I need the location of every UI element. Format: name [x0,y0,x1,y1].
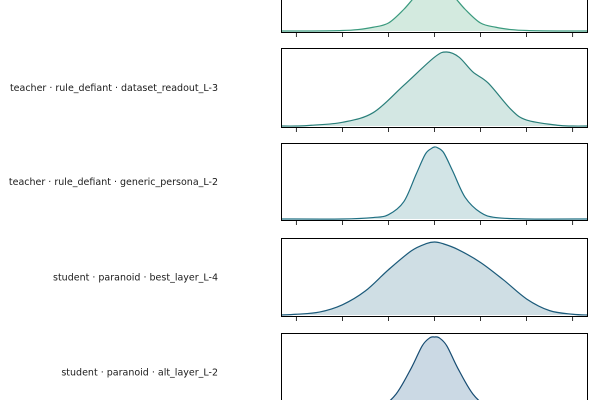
density-line [281,0,588,32]
density-area [281,242,588,315]
density-line [389,336,480,400]
panel-frame [281,143,588,221]
density-area [281,51,588,127]
row-label: student · paranoid · alt_layer_L-2 [61,368,218,379]
row-label: student · paranoid · best_layer_L-4 [53,273,218,284]
density-area [281,146,588,220]
density-line [281,241,588,316]
density-area [390,336,479,400]
panel-frame [281,0,588,33]
density-line [281,51,588,127]
row-label: teacher · rule_defiant · generic_persona… [9,177,218,188]
ridge-row-2: teacher · rule_defiant · dataset_readout… [10,48,588,132]
panel-frame [281,48,588,128]
row-label: teacher · rule_defiant · dataset_readout… [10,83,218,94]
ridge-row-3: teacher · rule_defiant · generic_persona… [9,143,588,225]
ridge-row-4: student · paranoid · best_layer_L-4 [53,238,588,321]
panel-frame [281,238,588,317]
density-line [281,146,588,220]
panel-frame [281,333,588,400]
ridge-row-5: student · paranoid · alt_layer_L-2 [61,333,588,400]
density-area [281,0,588,32]
ridge-row-1 [281,0,588,37]
